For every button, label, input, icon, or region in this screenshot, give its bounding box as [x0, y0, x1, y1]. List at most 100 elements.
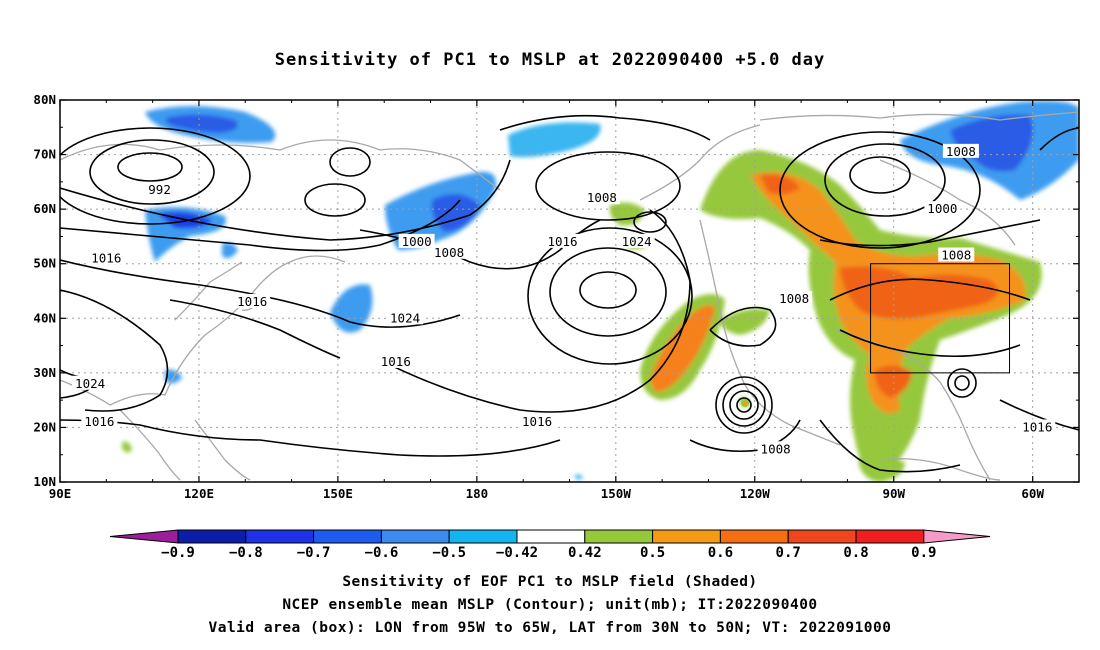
x-tick-label: 120E: [184, 486, 214, 501]
coastline: [174, 261, 243, 321]
contour-label: 1024: [622, 234, 652, 249]
valid-area-box: [870, 263, 1011, 374]
contour-label-layer: 9921000100810161016102410161024101610081…: [72, 143, 1056, 456]
contour-line: [715, 376, 773, 434]
x-tick-label: 60W: [1021, 486, 1044, 501]
contour-line: [736, 397, 752, 413]
negative-shade: [330, 284, 373, 333]
contour-line: [954, 375, 970, 391]
contour-label-bg: [544, 233, 581, 248]
colorbar-segment: [177, 529, 247, 544]
contour-label-bg: [398, 233, 435, 248]
y-tick-label: 50N: [33, 256, 56, 271]
contour-label-bg: [757, 441, 794, 456]
positive-shade: [720, 308, 770, 335]
contour-line: [819, 419, 961, 473]
contour-line: [329, 147, 371, 177]
colorbar-label: 0.9: [911, 545, 936, 561]
colorbar-segment: [584, 529, 654, 544]
contour-label-bg: [234, 293, 271, 308]
contour-label: 992: [148, 182, 171, 197]
negative-shade: [222, 242, 238, 258]
contour-label: 1016: [522, 414, 552, 429]
marker-layer: [741, 399, 749, 407]
contour-lines: [60, 114, 1079, 473]
contour-line: [729, 390, 759, 420]
x-tick-label: 90W: [882, 486, 905, 501]
contour-label: 1000: [927, 201, 957, 216]
coastline: [194, 419, 251, 481]
contour-line: [60, 259, 461, 328]
y-tick-label: 60N: [33, 201, 56, 216]
colorbar-label: −0.9: [161, 545, 195, 561]
contour-label: 1016: [1022, 419, 1052, 434]
colorbar-label: −0.8: [229, 545, 263, 561]
contour-line: [379, 209, 691, 413]
coastline: [60, 255, 346, 406]
x-tick-label: 120W: [740, 486, 771, 501]
contour-label-bg: [776, 291, 813, 306]
contour-line: [89, 139, 215, 205]
x-tick-label: 90E: [49, 486, 72, 501]
negative-shade: [165, 114, 238, 133]
contour-label-bg: [1019, 419, 1056, 434]
contour-line: [839, 329, 1021, 358]
contour-label-bg: [377, 353, 414, 368]
contour-label-bg: [583, 190, 620, 205]
contour-label: 1024: [75, 376, 105, 391]
colorbar-label: −0.5: [432, 545, 466, 561]
contour-label: 1008: [587, 190, 617, 205]
x-tick-label: 180: [466, 486, 489, 501]
y-tick-label: 80N: [33, 92, 56, 107]
contour-label-bg: [387, 310, 424, 325]
contour-line: [549, 247, 667, 337]
colorbar-segment: [516, 529, 586, 544]
x-tick-label: 150E: [323, 486, 353, 501]
contour-label-bg: [924, 201, 961, 216]
coastline: [119, 409, 181, 481]
coastline-layer: [60, 111, 1079, 481]
y-tick-label: 20N: [33, 419, 56, 434]
contour-label: 1008: [946, 144, 976, 159]
contour-label: 1008: [941, 248, 971, 263]
y-axis: 10N 20N 30N 40N 50N 60N 70N 80N: [33, 92, 1079, 489]
x-tick-label: 150W: [601, 486, 632, 501]
x-axis: 90E 120E 150E 180 150W 120W 90W 60W: [49, 100, 1044, 501]
y-tick-label: 10N: [33, 474, 56, 489]
contour-line: [829, 278, 1031, 301]
contour-label: 1016: [237, 294, 267, 309]
caption-shaded: Sensitivity of EOF PC1 to MSLP field (Sh…: [342, 574, 758, 590]
positive-shade: [874, 365, 912, 398]
contour-line: [527, 227, 693, 365]
colorbar-label: 0.7: [776, 545, 801, 561]
contour-line: [1039, 127, 1079, 151]
contour-label-bg: [88, 250, 125, 265]
colorbar-segment: [313, 529, 382, 544]
coastline: [834, 329, 991, 481]
contour-line: [819, 219, 1041, 247]
coastline: [639, 124, 761, 201]
colorbar-label: 0.6: [708, 545, 733, 561]
contour-line: [824, 143, 946, 217]
contour-label: 1008: [761, 441, 791, 456]
y-tick-label: 40N: [33, 310, 56, 325]
contour-label-bg: [618, 233, 655, 248]
positive-shade: [650, 305, 715, 392]
contour-label-bg: [519, 413, 556, 428]
colorbar-label: −0.7: [297, 545, 331, 561]
contour-line: [60, 199, 461, 252]
contour-line: [579, 271, 637, 309]
shading-layer: [122, 100, 1079, 482]
contour-line: [535, 151, 681, 221]
contour-label-bg: [72, 375, 109, 390]
chart-title: Sensitivity of PC1 to MSLP at 2022090400…: [274, 50, 826, 70]
contour-line: [60, 419, 561, 457]
colorbar-segment: [245, 529, 315, 544]
negative-shade: [574, 474, 583, 480]
colorbar-label: −0.42: [496, 545, 538, 561]
coastline: [699, 219, 841, 446]
contour-line: [779, 131, 981, 249]
storm-center-marker: [743, 401, 747, 405]
contour-label-bg: [938, 247, 975, 262]
